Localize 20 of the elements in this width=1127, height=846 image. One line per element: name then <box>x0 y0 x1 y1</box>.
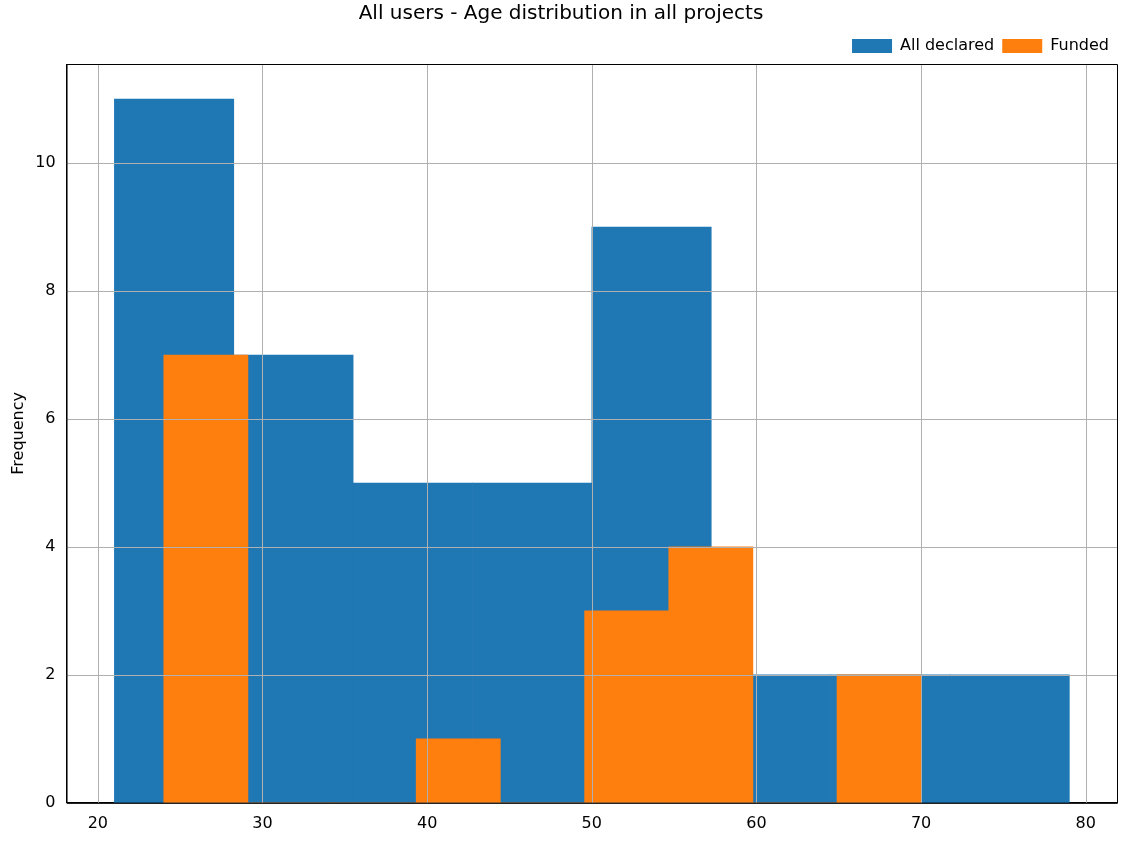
x-tick-label: 30 <box>252 812 273 832</box>
y-tick-label: 0 <box>45 791 56 811</box>
x-tick-label: 20 <box>87 812 109 832</box>
x-tick-label: 40 <box>416 812 438 832</box>
x-tick-label: 70 <box>910 812 932 832</box>
x-tick-label: 80 <box>1075 812 1096 832</box>
y-axis-title: Frequency <box>7 392 27 475</box>
legend-label: All declared <box>900 35 995 55</box>
bar <box>163 354 249 803</box>
chart-title: All users - Age distribution in all projects <box>358 0 764 25</box>
bar <box>836 674 922 803</box>
x-tick-label: 60 <box>746 812 767 832</box>
bar <box>415 738 501 803</box>
y-tick-label: 10 <box>35 152 56 172</box>
y-tick-label: 6 <box>45 408 56 428</box>
y-tick-label: 2 <box>45 664 56 684</box>
legend-label: Funded <box>1050 35 1109 55</box>
y-tick-label: 8 <box>45 280 56 300</box>
x-tick-label: 50 <box>581 812 602 832</box>
y-tick-label: 4 <box>45 536 56 556</box>
